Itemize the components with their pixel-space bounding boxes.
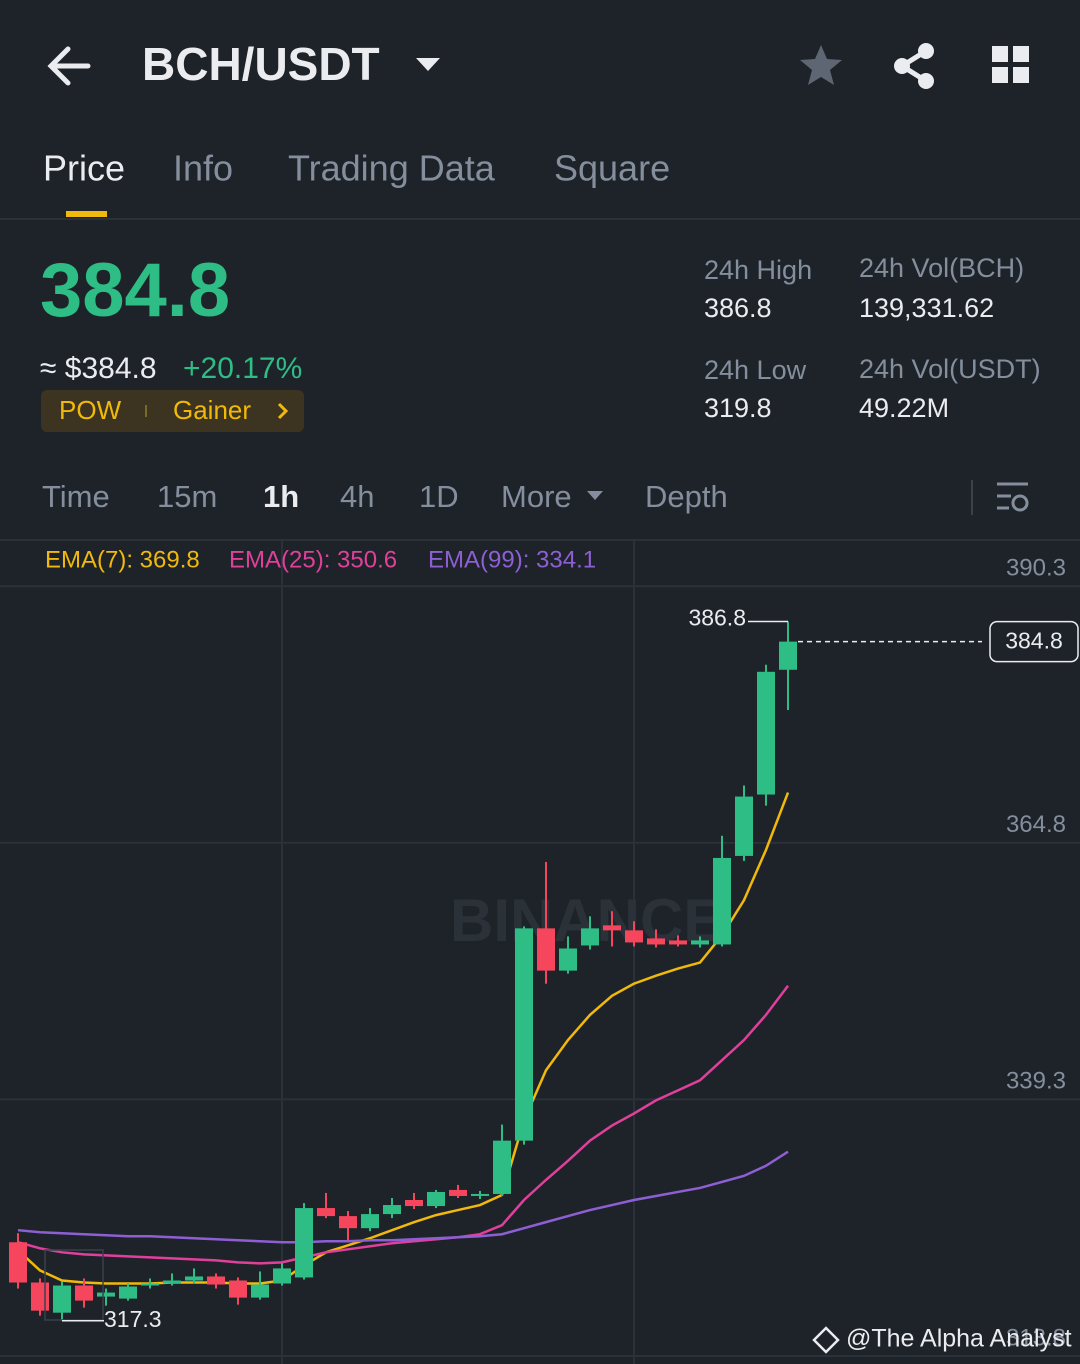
favorite-icon[interactable]	[800, 45, 842, 85]
candle-body	[713, 857, 731, 945]
candle-body	[229, 1280, 247, 1298]
candle-body	[141, 1283, 159, 1286]
candle-body	[581, 928, 599, 946]
candle-body	[647, 938, 665, 945]
credit-icon	[812, 1326, 840, 1354]
candle-body	[31, 1282, 49, 1311]
y-tick-label: 364.8	[1006, 811, 1066, 838]
stat-value: 319.8	[704, 393, 772, 423]
candle-body	[515, 928, 533, 1141]
layout-icon[interactable]	[992, 46, 1029, 83]
stat-value: 139,331.62	[859, 293, 994, 323]
candle-body	[559, 948, 577, 971]
candle-body	[97, 1292, 115, 1297]
stat-value: 49.22M	[859, 393, 949, 423]
tab[interactable]: Price	[43, 148, 125, 189]
candle-body	[207, 1276, 225, 1285]
price-change: +20.17%	[183, 352, 302, 385]
tag-separator	[145, 405, 147, 417]
tab-indicator	[66, 211, 107, 217]
candle-body	[537, 928, 555, 971]
share-icon[interactable]	[894, 43, 934, 89]
candle-body	[405, 1200, 423, 1207]
interval[interactable]: More	[501, 479, 572, 514]
interval[interactable]: 4h	[340, 479, 374, 514]
stat-label: 24h Vol(USDT)	[859, 354, 1041, 384]
candle-body	[383, 1205, 401, 1215]
footer-credit: @The Alpha Analyst	[846, 1325, 1072, 1353]
candle-body	[471, 1193, 489, 1196]
more-caret	[587, 491, 603, 500]
tab[interactable]: Square	[554, 148, 670, 189]
legend-entry: EMA(7): 369.8	[45, 546, 200, 573]
candle-body	[449, 1189, 467, 1196]
candle-body	[603, 925, 621, 931]
interval[interactable]: Time	[42, 479, 110, 514]
high-label: 386.8	[688, 605, 746, 631]
tag-badge[interactable]	[41, 390, 304, 432]
stat-label: 24h Vol(BCH)	[859, 253, 1024, 283]
candle-body	[361, 1214, 379, 1229]
ema-line	[17, 792, 790, 1285]
candle-body	[669, 940, 687, 945]
stat-label: 24h Low	[704, 355, 807, 385]
candle-body	[295, 1208, 313, 1278]
interval[interactable]: 1D	[419, 479, 459, 514]
interval[interactable]: 15m	[157, 479, 217, 514]
pair-title[interactable]: BCH/USDT	[142, 38, 380, 90]
ema-line	[17, 1150, 789, 1244]
candle-body	[625, 930, 643, 943]
last-price-label: 384.8	[1005, 628, 1063, 654]
candle-body	[163, 1280, 181, 1284]
legend-entry: EMA(25): 350.6	[229, 546, 397, 573]
interval[interactable]: Depth	[645, 479, 728, 514]
back-button[interactable]	[47, 46, 91, 86]
candle-body	[273, 1268, 291, 1284]
candle-body	[53, 1285, 71, 1313]
candle-body	[691, 940, 709, 945]
candle-body	[9, 1242, 27, 1283]
candle-body	[779, 641, 797, 670]
chevron	[277, 402, 289, 420]
low-label: 317.3	[104, 1306, 162, 1332]
ema-line	[17, 984, 789, 1265]
candle-body	[339, 1216, 357, 1229]
last-price: 384.8	[40, 248, 230, 333]
last-price-tag	[989, 620, 1079, 663]
candle-body	[757, 671, 775, 795]
candle-body	[493, 1140, 511, 1194]
y-tick-label: 390.3	[1006, 555, 1066, 582]
y-tick-label: 339.3	[1006, 1068, 1066, 1095]
candle-body	[119, 1286, 137, 1299]
candle-body	[185, 1276, 203, 1281]
candle-body	[427, 1191, 445, 1207]
candle-body	[735, 796, 753, 856]
tab[interactable]: Info	[173, 148, 233, 189]
y-tick-label: 313.8	[1006, 1324, 1066, 1351]
chart-settings-icon[interactable]	[997, 482, 1029, 512]
candle-body	[75, 1285, 93, 1301]
tag[interactable]: Gainer	[173, 395, 251, 425]
candle-body	[251, 1284, 269, 1298]
candle-body	[317, 1208, 335, 1217]
tag[interactable]: POW	[59, 395, 122, 425]
interval[interactable]: 1h	[263, 479, 299, 514]
stat-label: 24h High	[704, 255, 812, 285]
legend-entry: EMA(99): 334.1	[428, 546, 596, 573]
fiat-price: ≈ $384.8	[40, 352, 157, 385]
stat-value: 386.8	[704, 293, 772, 323]
pair-dropdown[interactable]	[416, 58, 440, 71]
tab[interactable]: Trading Data	[288, 148, 496, 189]
